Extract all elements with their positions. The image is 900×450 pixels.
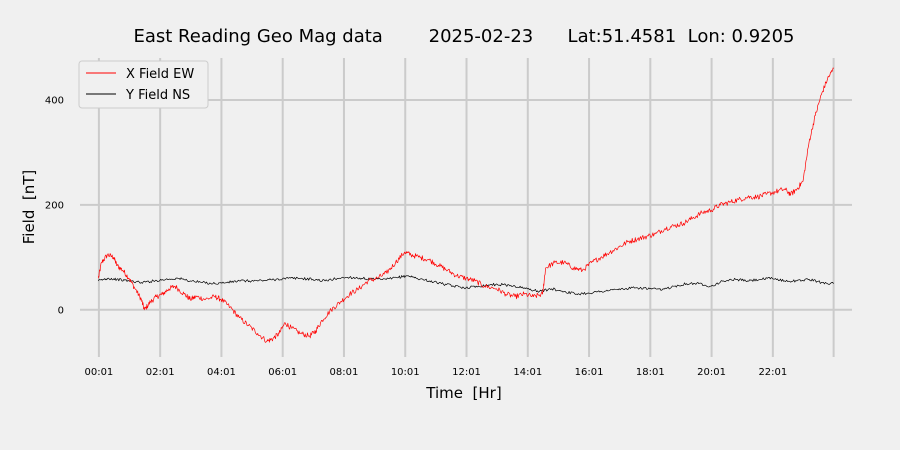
chart-title: East Reading Geo Mag data 2025-02-23 Lat… bbox=[133, 26, 794, 47]
x-tick-label: 12:01 bbox=[452, 367, 481, 378]
y-tick-label: 0 bbox=[58, 305, 64, 316]
y-axis-label: Field [nT] bbox=[20, 170, 38, 245]
x-tick-label: 06:01 bbox=[268, 367, 297, 378]
legend: X Field EW Y Field NS bbox=[78, 60, 209, 109]
legend-label-x-field: X Field EW bbox=[126, 67, 194, 82]
x-tick-label: 08:01 bbox=[330, 367, 359, 378]
y-tick-label: 200 bbox=[45, 200, 64, 211]
x-tick-label: 10:01 bbox=[391, 367, 420, 378]
series-line-x-field bbox=[98, 67, 834, 343]
legend-label-y-field: Y Field NS bbox=[125, 88, 190, 103]
x-tick-label: 02:01 bbox=[146, 367, 175, 378]
x-tick-label: 18:01 bbox=[636, 367, 665, 378]
x-tick-label: 20:01 bbox=[697, 367, 726, 378]
x-tick-label: 22:01 bbox=[758, 367, 787, 378]
y-tick-label: 400 bbox=[45, 95, 64, 106]
y-tick-labels: 0 200 400 bbox=[45, 95, 64, 316]
x-tick-label: 14:01 bbox=[513, 367, 542, 378]
x-tick-labels: 00:01 02:01 04:01 06:01 08:01 10:01 12:01 14:01… bbox=[84, 367, 787, 378]
series-line-y-field bbox=[98, 275, 834, 296]
grid bbox=[80, 58, 852, 357]
x-tick-label: 04:01 bbox=[207, 367, 236, 378]
x-tick-label: 16:01 bbox=[575, 367, 604, 378]
series-lines bbox=[98, 67, 834, 343]
x-axis-label: Time [Hr] bbox=[425, 384, 501, 402]
x-tick-label: 00:01 bbox=[84, 367, 113, 378]
